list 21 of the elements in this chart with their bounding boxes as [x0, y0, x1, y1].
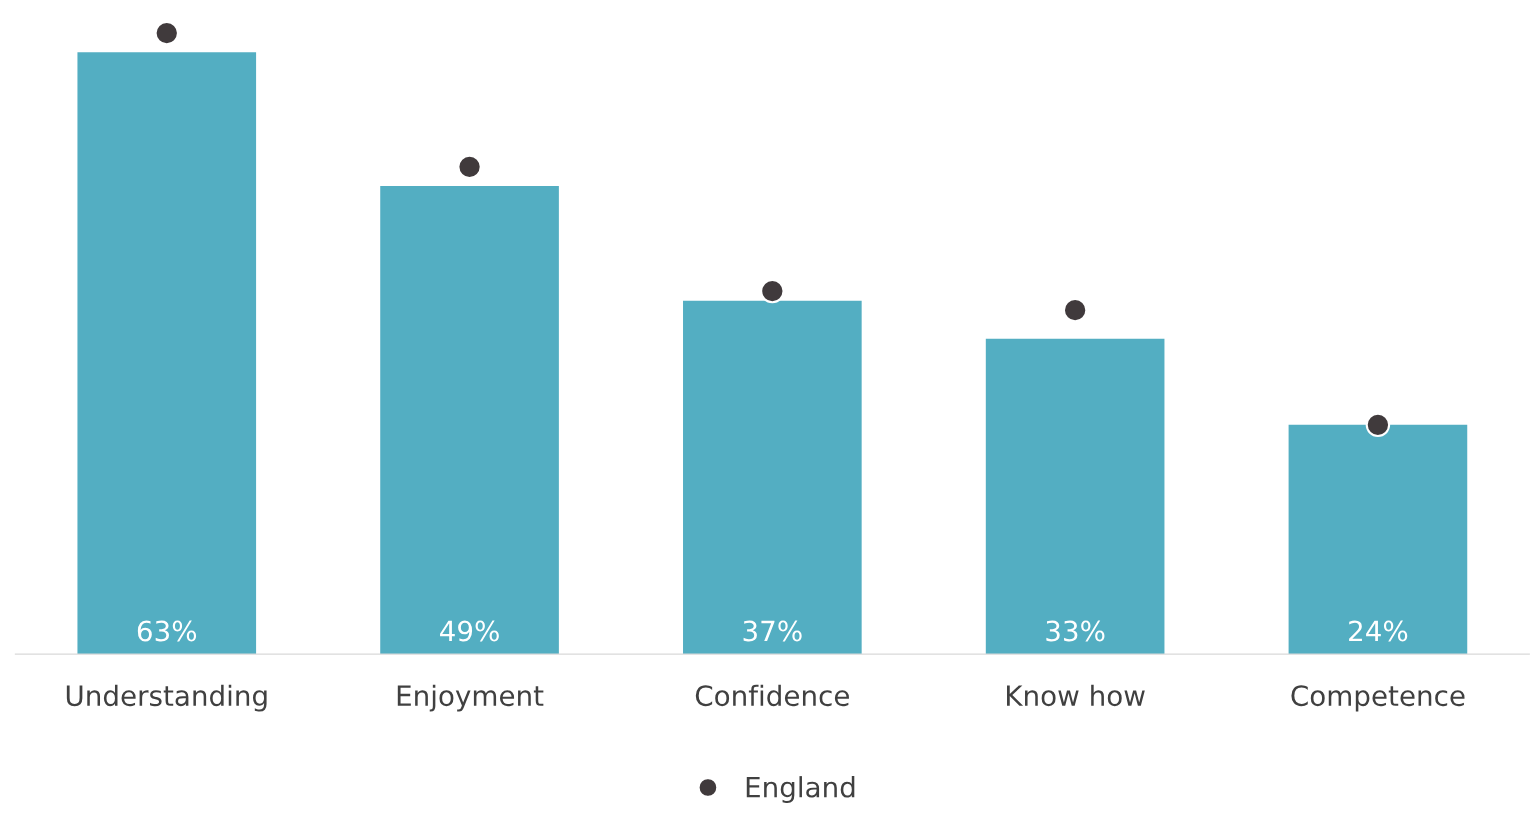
legend-label: England [746, 776, 855, 803]
bar [77, 52, 257, 655]
point [457, 154, 482, 180]
data-label: 24% [1349, 620, 1408, 642]
bar [380, 185, 559, 655]
bar [985, 338, 1165, 655]
x-tick-label: Competence [1291, 685, 1465, 712]
data-label: 37% [743, 620, 802, 642]
bar [1288, 424, 1468, 655]
data-label: 33% [1046, 620, 1105, 642]
data-label: 63% [137, 620, 197, 642]
point [760, 278, 785, 304]
point [1062, 297, 1088, 323]
data-label: 49% [440, 620, 499, 642]
point [1365, 412, 1391, 438]
x-tick-label: Understanding [66, 684, 267, 712]
x-tick-label: Confidence [695, 684, 849, 707]
x-tick-label: Enjoyment [397, 684, 544, 712]
point [154, 20, 179, 46]
x-tick-label: Know how [1007, 684, 1145, 707]
bar [683, 300, 862, 655]
